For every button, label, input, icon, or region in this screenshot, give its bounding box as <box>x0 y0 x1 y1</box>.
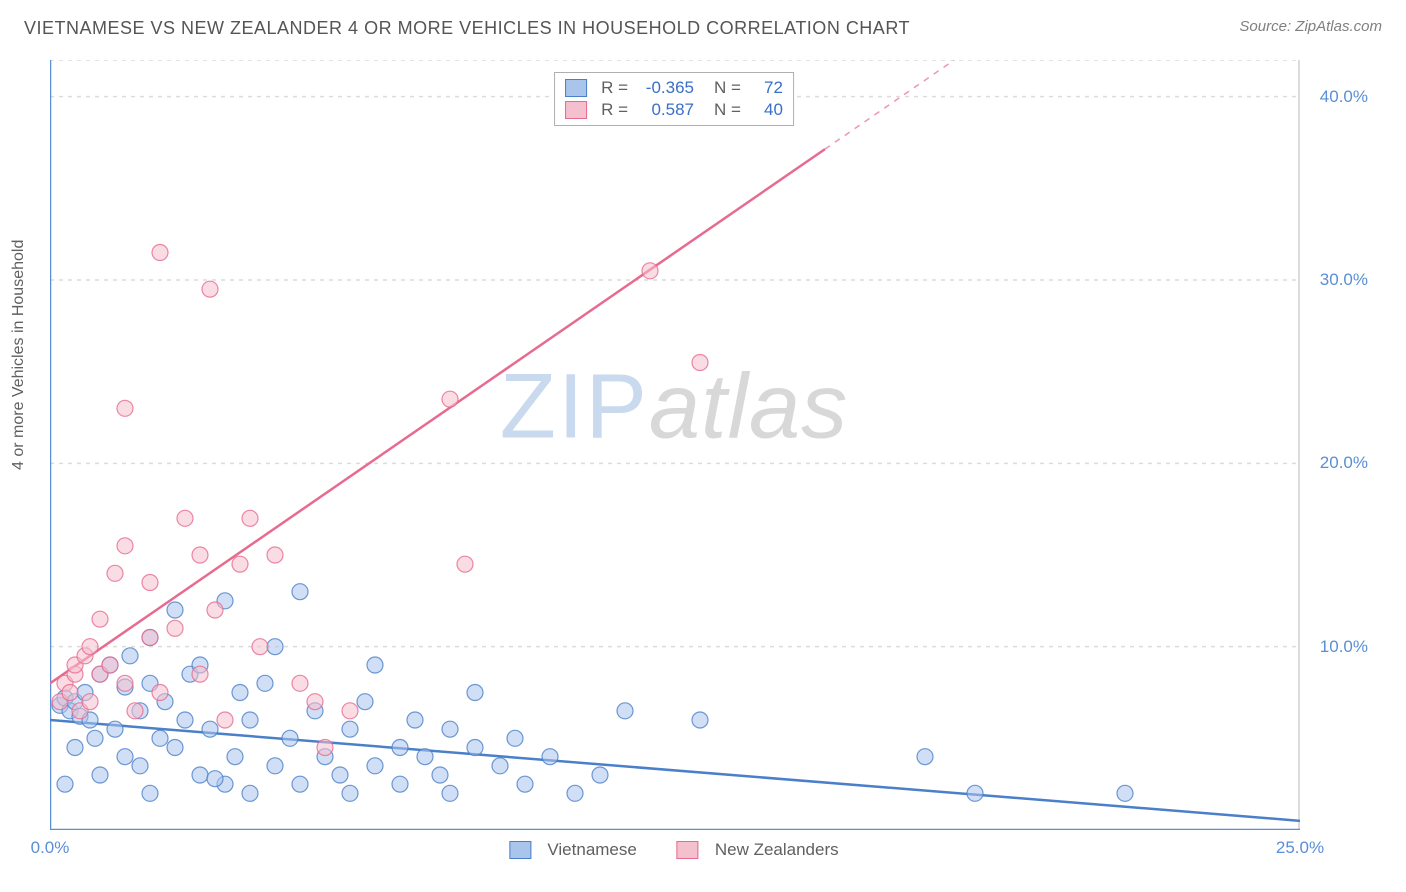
legend-label-vietnamese: Vietnamese <box>547 840 636 860</box>
y-tick-label: 40.0% <box>1320 87 1368 107</box>
r-label: R = <box>601 100 628 120</box>
legend-label-newzealanders: New Zealanders <box>715 840 839 860</box>
correlation-legend: R = -0.365 N = 72 R = 0.587 N = 40 <box>554 72 794 126</box>
r-label: R = <box>601 78 628 98</box>
legend-row-vietnamese: R = -0.365 N = 72 <box>565 77 783 99</box>
x-tick-label: 25.0% <box>1276 838 1324 858</box>
n-label: N = <box>714 78 741 98</box>
legend-swatch-vietnamese <box>509 841 531 859</box>
r-value-vietnamese: -0.365 <box>634 78 694 98</box>
legend-swatch-newzealanders <box>677 841 699 859</box>
n-value-vietnamese: 72 <box>747 78 783 98</box>
x-tick-label: 0.0% <box>31 838 70 858</box>
chart-container: 4 or more Vehicles in Household ZIPatlas… <box>0 50 1406 892</box>
plot-svg <box>50 60 1300 830</box>
source-attribution: Source: ZipAtlas.com <box>1239 18 1382 35</box>
y-axis-label: 4 or more Vehicles in Household <box>10 240 28 470</box>
legend-row-newzealanders: R = 0.587 N = 40 <box>565 99 783 121</box>
chart-title: VIETNAMESE VS NEW ZEALANDER 4 OR MORE VE… <box>24 18 910 39</box>
legend-item-vietnamese: Vietnamese <box>509 840 636 860</box>
swatch-vietnamese <box>565 79 587 97</box>
swatch-newzealanders <box>565 101 587 119</box>
source-label: Source: <box>1239 18 1295 35</box>
y-tick-label: 30.0% <box>1320 270 1368 290</box>
n-label: N = <box>714 100 741 120</box>
y-tick-label: 20.0% <box>1320 453 1368 473</box>
n-value-newzealanders: 40 <box>747 100 783 120</box>
legend-item-newzealanders: New Zealanders <box>677 840 839 860</box>
source-name: ZipAtlas.com <box>1295 18 1382 35</box>
series-legend: Vietnamese New Zealanders <box>509 840 838 860</box>
r-value-newzealanders: 0.587 <box>634 100 694 120</box>
y-tick-label: 10.0% <box>1320 637 1368 657</box>
scatter-plot: ZIPatlas R = -0.365 N = 72 R = 0.587 N =… <box>50 60 1300 830</box>
